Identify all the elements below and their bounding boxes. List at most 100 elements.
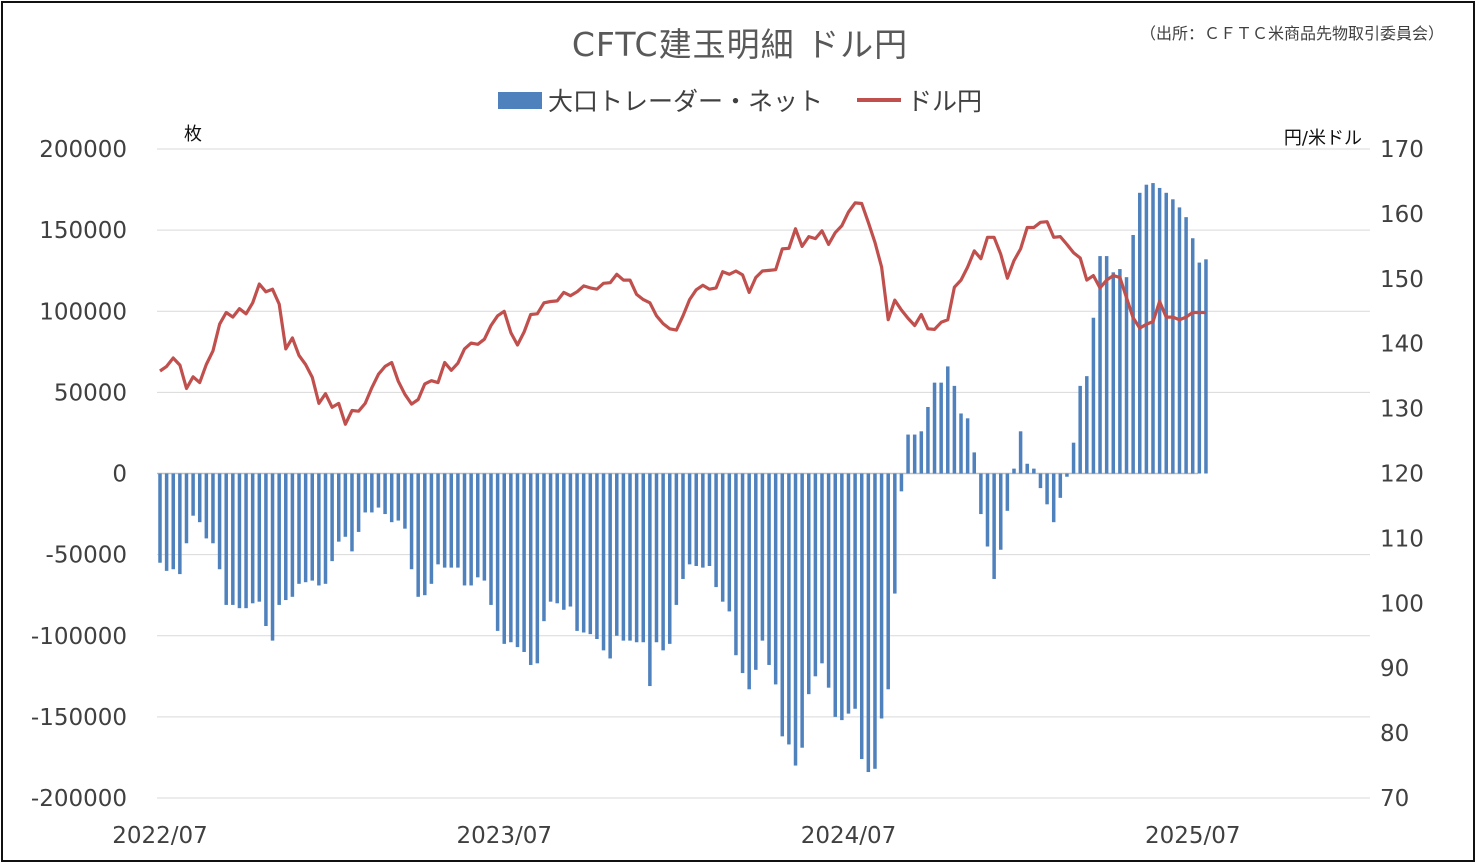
bar [912, 434, 917, 474]
bar [634, 473, 639, 643]
bar [780, 473, 785, 737]
bar [760, 473, 765, 641]
bar [1051, 473, 1056, 523]
bar [469, 473, 473, 586]
bar [164, 473, 169, 571]
bar [899, 473, 904, 492]
bar [376, 473, 381, 508]
bar [158, 473, 162, 563]
bar [998, 473, 1003, 550]
y-left-tick-label: -200000 [31, 786, 127, 812]
bar [476, 473, 480, 578]
legend-bar-label: 大口トレーダー・ネット [547, 87, 823, 116]
bar [1065, 473, 1069, 477]
legend-item-line: ドル円 [857, 82, 982, 118]
bar [595, 473, 599, 639]
bar [720, 473, 725, 602]
bar [489, 473, 493, 605]
bar [336, 473, 341, 542]
y-left-tick-label: 200000 [39, 137, 127, 163]
bar [628, 473, 632, 641]
bar [548, 473, 553, 602]
x-tick-label: 2023/07 [456, 823, 552, 849]
bar [310, 473, 315, 581]
bar [423, 473, 427, 596]
bar [1032, 468, 1036, 474]
x-tick-label: 2024/07 [801, 823, 897, 849]
bar [1190, 238, 1195, 474]
bar [1184, 217, 1188, 474]
bar [317, 473, 321, 586]
bar [879, 473, 884, 719]
bar [502, 473, 506, 644]
bar [250, 473, 255, 604]
bar [1038, 473, 1043, 489]
bar-series [158, 183, 1208, 773]
bar [601, 473, 606, 651]
bar [1197, 262, 1202, 474]
bar [1111, 272, 1116, 474]
bar [231, 473, 235, 605]
bar [284, 473, 288, 601]
y-left-tick-label: 100000 [39, 299, 127, 325]
bar [495, 473, 500, 631]
bar [389, 473, 394, 523]
bar [277, 473, 281, 605]
bar [522, 473, 526, 652]
y-right-tick-label: 160 [1380, 202, 1424, 228]
bar [1171, 199, 1175, 474]
legend-bar-swatch [497, 91, 542, 109]
bar [681, 473, 685, 579]
bar [191, 473, 195, 516]
bar [244, 473, 248, 609]
bar [343, 473, 348, 537]
bar [350, 473, 354, 552]
bar [217, 473, 222, 570]
bar [429, 473, 434, 584]
chart-title: CFTC建玉明細 ドル円 [571, 25, 909, 64]
bar [694, 473, 698, 566]
bar [800, 473, 804, 748]
legend: 大口トレーダー・ネット ドル円 [0, 82, 1480, 118]
bar [840, 473, 844, 721]
bar [853, 473, 857, 709]
bar [323, 473, 328, 584]
y-right-tick-label: 90 [1380, 656, 1409, 682]
bar [979, 473, 983, 515]
y-left-tick-label: 50000 [54, 380, 127, 406]
bar [303, 473, 308, 583]
bar [575, 473, 579, 631]
bar [919, 431, 924, 474]
bar [462, 473, 467, 586]
y-left-tick-label: -50000 [46, 543, 127, 569]
y-right-tick-label: 170 [1380, 137, 1424, 163]
bar [211, 473, 215, 544]
bar [515, 473, 520, 648]
y-right-tick-label: 130 [1380, 397, 1424, 423]
bar [297, 473, 301, 584]
bar [1157, 187, 1162, 474]
y-right-tick-label: 110 [1380, 526, 1424, 552]
usd-jpy-line [159, 201, 1206, 426]
x-tick-label: 2025/07 [1145, 823, 1241, 849]
y-right-tick-label: 140 [1380, 332, 1424, 358]
bar [171, 473, 175, 570]
bar [1204, 259, 1208, 474]
bar [197, 473, 202, 523]
bar [581, 473, 586, 633]
bar [641, 473, 646, 643]
bar [330, 473, 334, 562]
legend-line-swatch [857, 98, 901, 102]
bar [1104, 256, 1109, 474]
bar [290, 473, 295, 597]
bar [1005, 473, 1010, 511]
bar [237, 473, 242, 609]
bar [1091, 317, 1096, 474]
bar [270, 473, 275, 641]
bar [1177, 207, 1182, 474]
bar [528, 473, 533, 665]
y-right-tick-label: 120 [1380, 462, 1424, 488]
bar [615, 473, 619, 636]
bar [178, 473, 182, 575]
